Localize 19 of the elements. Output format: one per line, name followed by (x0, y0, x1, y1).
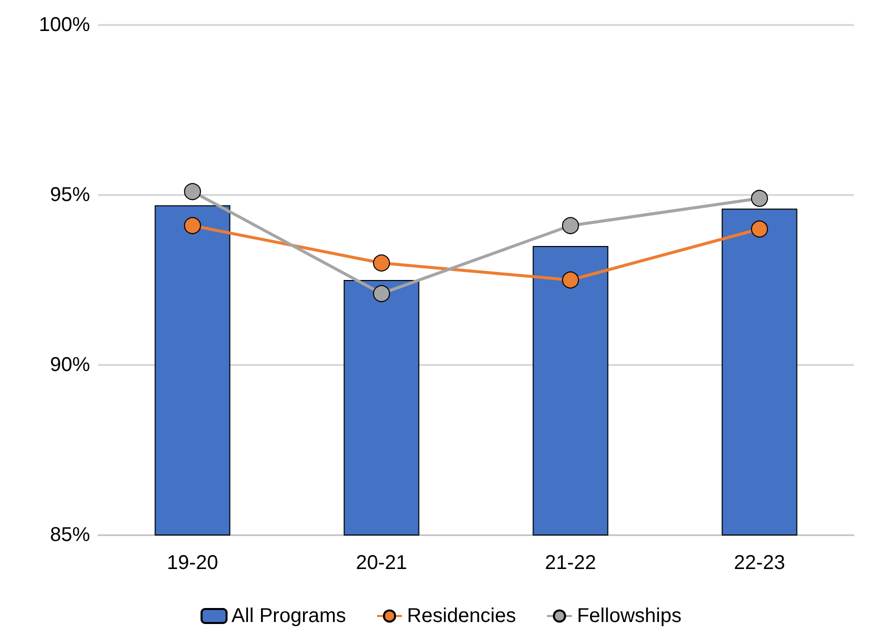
legend-label: Residencies (407, 605, 516, 627)
y-tick-label: 90% (50, 354, 90, 376)
legend-label: Fellowships (576, 605, 682, 627)
legend-label: All Programs (232, 605, 346, 627)
x-tick-label: 20-21 (356, 552, 408, 574)
point (184, 183, 201, 200)
point (373, 285, 390, 302)
point (373, 254, 390, 272)
y-tick-label: 95% (50, 184, 90, 206)
point (184, 217, 201, 234)
x-tick-label: 19-20 (166, 552, 218, 574)
point (562, 272, 579, 288)
x-tick-label: 21-22 (544, 552, 596, 574)
x-tick-label: 22-23 (734, 552, 786, 574)
point (751, 220, 768, 238)
y-tick-label: 100% (38, 14, 90, 36)
y-tick-label: 85% (50, 524, 90, 546)
point (562, 217, 579, 234)
point (751, 190, 768, 207)
